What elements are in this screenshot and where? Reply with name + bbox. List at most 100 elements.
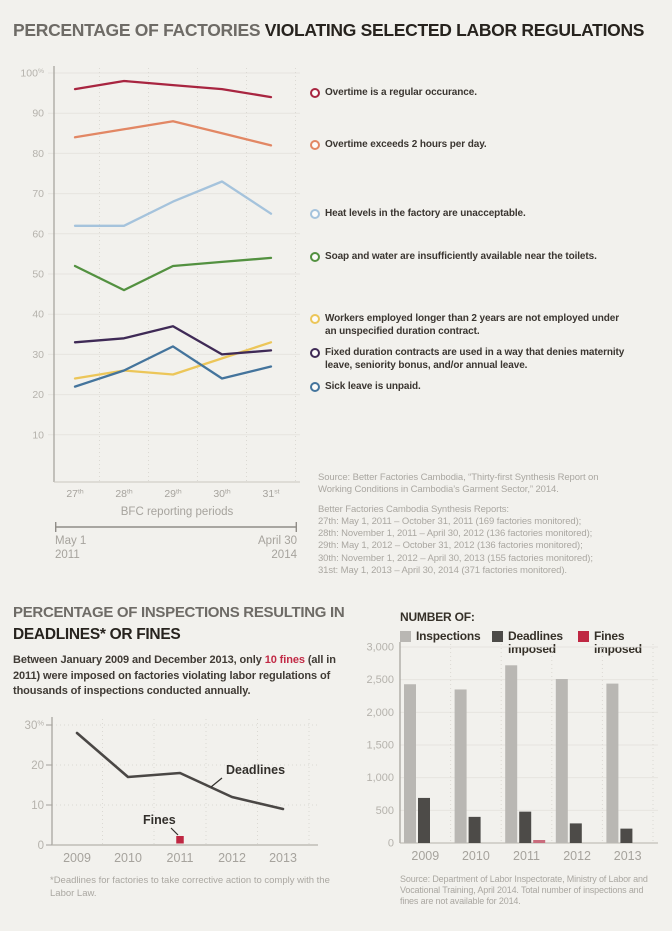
x-axis-tick: 27th bbox=[66, 488, 84, 500]
fines-annotation: Fines bbox=[143, 813, 176, 827]
x-axis-tick: 2013 bbox=[614, 849, 642, 863]
y-axis-tick: 1,000 bbox=[366, 772, 394, 784]
source-line: 31st: May 1, 2013 – April 30, 2014 (371 … bbox=[318, 565, 567, 577]
y-axis-tick: 2,000 bbox=[366, 707, 394, 719]
source-line: Better Factories Cambodia Synthesis Repo… bbox=[318, 503, 509, 515]
deadlines-bar bbox=[620, 828, 633, 843]
legend-item-heat-levels: Heat levels in the factory are unaccepta… bbox=[310, 208, 526, 221]
fines-leader-line bbox=[170, 827, 179, 836]
x-axis-tick: 30th bbox=[213, 488, 231, 500]
y-axis-tick: 100% bbox=[20, 68, 44, 80]
deadlines-fines-chart-svg: 0 10 20 30% Deadlines Fines 2009 2010 2011 2012 20… bbox=[25, 717, 318, 865]
bar-legend-label: Inspections bbox=[416, 629, 481, 643]
series-line bbox=[73, 325, 273, 356]
legend-label: Heat levels in the factory are unaccepta… bbox=[325, 208, 526, 219]
inspections-chart-svg: 0 500 1,000 1,500 2,000 2,500 3,000 2009 2010 201… bbox=[366, 642, 658, 863]
deadlines-line bbox=[75, 731, 285, 811]
y-axis-tick: 90 bbox=[32, 108, 44, 120]
inspections-bar bbox=[606, 683, 619, 843]
series-marker-icon bbox=[310, 314, 320, 324]
paragraph-text: (all in 2011) were imposed on factories … bbox=[13, 654, 336, 697]
bottom-right-source-note: Source: Department of Labor Inspectorate… bbox=[400, 874, 648, 906]
legend-item-unspecified-contract: Workers employed longer than 2 years are… bbox=[310, 313, 627, 338]
fines-marker bbox=[176, 836, 184, 844]
series-marker-icon bbox=[310, 382, 320, 392]
page-title: PERCENTAGE OF FACTORIES VIOLATING SELECT… bbox=[13, 20, 644, 41]
legend-label: Soap and water are insufficiently availa… bbox=[325, 251, 597, 262]
bar-legend-label: Fines imposed bbox=[594, 629, 642, 656]
bottom-left-paragraph: Between January 2009 and December 2013, … bbox=[13, 653, 345, 700]
series-marker-icon bbox=[310, 88, 320, 98]
source-line: 28th: November 1, 2011 – April 30, 2012 … bbox=[318, 528, 593, 540]
y-axis-tick: 30 bbox=[32, 349, 44, 361]
inspections-bar bbox=[454, 689, 467, 843]
series-line bbox=[73, 180, 273, 227]
deadlines-bar bbox=[418, 797, 430, 843]
series-marker-icon bbox=[310, 140, 320, 150]
timeline-start-label: May 1 bbox=[55, 535, 86, 547]
timeline-start-label: 2011 bbox=[55, 549, 80, 561]
legend-item-fixed-duration: Fixed duration contracts are used in a w… bbox=[310, 347, 627, 372]
x-axis-tick: 2012 bbox=[218, 851, 246, 865]
series-marker-icon bbox=[310, 348, 320, 358]
bottom-left-title-line1: PERCENTAGE OF INSPECTIONS RESULTING IN bbox=[13, 604, 345, 621]
series-line bbox=[73, 345, 273, 388]
paragraph-text: Between January 2009 and December 2013, … bbox=[13, 654, 265, 666]
bar-legend-label: Deadlines imposed bbox=[508, 629, 563, 656]
y-axis-tick: 10 bbox=[31, 800, 44, 812]
inspections-bar bbox=[404, 684, 416, 843]
source-line: 27th: May 1, 2011 – October 31, 2011 (16… bbox=[318, 515, 582, 527]
footnote-line: Labor Law. bbox=[50, 887, 97, 899]
y-axis-tick: 70 bbox=[32, 188, 44, 200]
y-axis-tick: 20 bbox=[31, 760, 44, 772]
x-axis-tick: 2013 bbox=[269, 851, 297, 865]
legend-label: Overtime is a regular occurance. bbox=[325, 87, 477, 98]
y-axis-tick: 500 bbox=[376, 805, 394, 817]
legend-item-overtime-regular: Overtime is a regular occurance. bbox=[310, 87, 477, 100]
bar-legend-item-deadlines: Deadlines imposed bbox=[492, 630, 578, 656]
inspections-bar bbox=[555, 679, 568, 843]
bottom-left-title-line2: DEADLINES* OR FINES bbox=[13, 626, 181, 643]
y-axis-tick: 0 bbox=[388, 838, 394, 850]
y-axis-tick: 3,000 bbox=[366, 642, 394, 654]
source-line: Source: Better Factories Cambodia, “Thir… bbox=[318, 472, 599, 483]
series-line bbox=[73, 79, 273, 99]
x-axis-tick: 2011 bbox=[167, 851, 194, 865]
y-axis-tick: 10 bbox=[32, 429, 44, 441]
legend-item-sick-leave: Sick leave is unpaid. bbox=[310, 381, 421, 394]
y-axis-tick: 60 bbox=[32, 228, 44, 240]
inspections-bar-chart: 0 500 1,000 1,500 2,000 2,500 3,000 2009 2010 201… bbox=[345, 638, 670, 873]
y-axis-tick: 30% bbox=[25, 719, 45, 733]
series-line bbox=[73, 120, 273, 147]
source-line: 29th: May 1, 2012 – October 31, 2012 (13… bbox=[318, 540, 583, 552]
x-axis-tick: 2010 bbox=[114, 851, 142, 865]
y-axis-tick: 20 bbox=[32, 389, 44, 401]
y-axis-tick: 40 bbox=[32, 309, 44, 321]
fines-bar bbox=[533, 840, 546, 843]
legend-label: Workers employed longer than 2 years are… bbox=[325, 313, 620, 337]
fines-highlight: 10 fines bbox=[264, 654, 305, 666]
deadlines-fines-line-chart: 0 10 20 30% Deadlines Fines 2009 2010 2011 2012 20… bbox=[10, 703, 340, 873]
y-axis-tick: 80 bbox=[32, 148, 44, 160]
page-title-bold: VIOLATING SELECTED LABOR REGULATIONS bbox=[264, 20, 645, 40]
y-axis-tick: 2,500 bbox=[366, 674, 394, 686]
page-title-light: PERCENTAGE OF FACTORIES bbox=[13, 20, 261, 40]
x-axis-tick: 29th bbox=[164, 488, 182, 500]
x-axis-tick: 31st bbox=[263, 488, 280, 500]
y-axis-tick: 50 bbox=[32, 269, 44, 281]
footnote-line: *Deadlines for factories to take correct… bbox=[50, 875, 330, 886]
source-line: Working Conditions in Cambodia’s Garment… bbox=[318, 484, 559, 496]
violations-line-chart: 10 20 30 40 50 60 70 80 90 100% 27th 28th 29th 30th 31… bbox=[0, 60, 320, 585]
source-line: Vocational Training, April 2014. Total n… bbox=[400, 884, 644, 895]
source-line: 30th: November 1, 2012 – April 30, 2013 … bbox=[318, 552, 593, 564]
x-axis-tick: 2009 bbox=[63, 851, 91, 865]
deadlines-swatch-icon bbox=[492, 631, 503, 642]
legend-label: Sick leave is unpaid. bbox=[325, 381, 421, 392]
legend-item-overtime-exceeds: Overtime exceeds 2 hours per day. bbox=[310, 139, 487, 152]
legend-label: Overtime exceeds 2 hours per day. bbox=[325, 139, 487, 150]
legend-item-soap-water: Soap and water are insufficiently availa… bbox=[310, 251, 597, 264]
x-axis-tick: 28th bbox=[115, 488, 133, 500]
top-source-note: Source: Better Factories Cambodia, “Thir… bbox=[318, 472, 599, 577]
violations-chart-svg: 10 20 30 40 50 60 70 80 90 100% 27th 28th 29th 30th 31… bbox=[20, 66, 300, 561]
